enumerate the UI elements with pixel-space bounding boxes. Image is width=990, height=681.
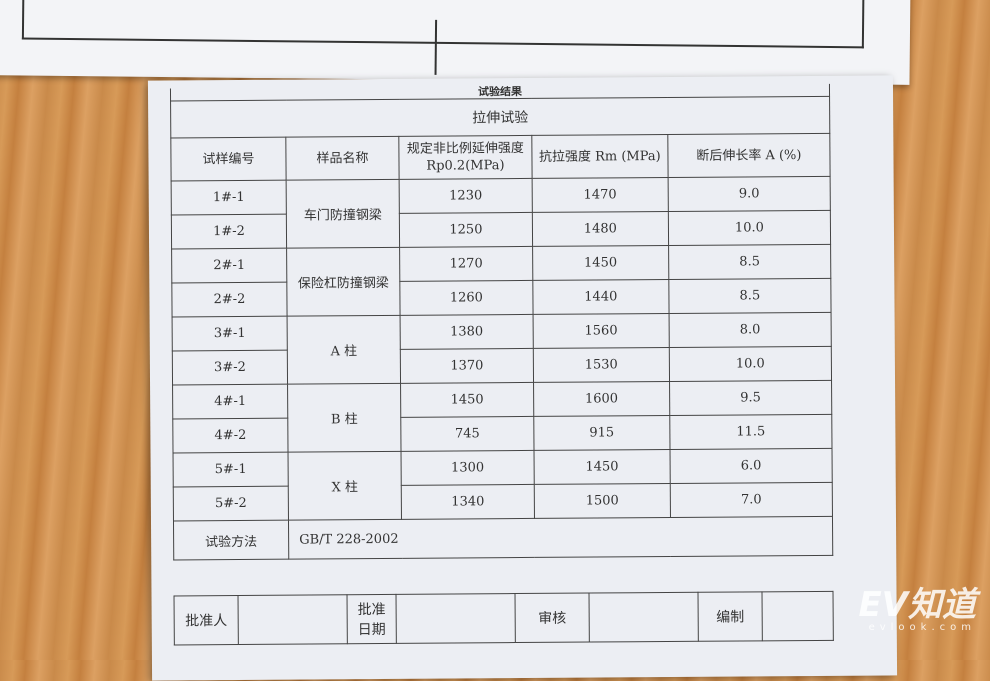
drawing-line <box>434 19 438 75</box>
table-row: 1#-2 1250 1480 10.0 <box>171 210 831 249</box>
method-label: 试验方法 <box>173 520 289 560</box>
section-title: 拉伸试验 <box>170 96 830 138</box>
tensile-strength: 1600 <box>533 381 670 417</box>
elongation: 8.5 <box>668 244 831 280</box>
approver-label: 批准人 <box>174 595 239 645</box>
drawing-frame <box>21 0 865 49</box>
approval-date-field <box>396 593 516 644</box>
table-row: 2#-1 保险杠防撞钢梁 1270 1450 8.5 <box>171 244 831 317</box>
sample-name: 保险杠防撞钢梁 <box>286 247 401 317</box>
elongation: 6.0 <box>669 448 833 484</box>
tensile-test-table: 试验结果 拉伸试验 试样编号 样品名称 规定非比例延伸强度 Rp0.2(MPa) 抗拉… <box>170 83 833 561</box>
table-row: 1#-1 车门防撞钢梁 1230 1470 9.0 <box>171 176 831 249</box>
yield-strength: 1300 <box>401 450 535 486</box>
approval-date-label: 批准日期 <box>347 594 397 644</box>
tensile-strength: 1450 <box>533 449 671 485</box>
sample-name: X 柱 <box>288 451 402 521</box>
table-row: 3#-2 1370 1530 10.0 <box>172 346 832 385</box>
column-header: 断后伸长率 A (%) <box>667 133 831 178</box>
signature-table: 批准人 批准日期 审核 编制 <box>174 591 834 646</box>
approver-field <box>238 594 348 645</box>
elongation: 7.0 <box>670 482 833 518</box>
specimen-id: 1#-2 <box>171 214 287 249</box>
tensile-strength: 1560 <box>532 313 670 349</box>
elongation: 10.0 <box>669 346 832 382</box>
tensile-strength: 1470 <box>531 177 669 213</box>
tensile-strength: 1450 <box>532 245 669 281</box>
method-value: GB/T 228-2002 <box>288 516 833 560</box>
elongation: 8.0 <box>668 312 832 348</box>
compiler-label: 编制 <box>698 591 763 642</box>
yield-strength: 1260 <box>399 280 533 316</box>
tensile-strength: 1530 <box>533 347 670 383</box>
specimen-id: 5#-2 <box>173 486 289 521</box>
elongation: 11.5 <box>669 414 832 450</box>
yield-strength: 1450 <box>400 382 534 418</box>
column-header: 规定非比例延伸强度 Rp0.2(MPa) <box>398 135 532 180</box>
sample-name: B 柱 <box>287 383 402 453</box>
sample-name: A 柱 <box>287 315 401 385</box>
elongation: 10.0 <box>668 210 831 246</box>
test-report-sheet: 试验结果 拉伸试验 试样编号 样品名称 规定非比例延伸强度 Rp0.2(MPa) 抗拉… <box>147 75 898 681</box>
sample-name: 车门防撞钢梁 <box>286 179 400 249</box>
specimen-id: 3#-1 <box>172 316 288 351</box>
table-row: 4#-1 B 柱 1450 1600 9.5 <box>172 380 832 453</box>
specimen-id: 5#-1 <box>173 452 289 487</box>
elongation: 9.0 <box>667 176 831 212</box>
tensile-strength: 1440 <box>532 279 669 315</box>
column-header: 抗拉强度 Rm (MPa) <box>531 134 668 179</box>
review-field <box>589 592 699 643</box>
table-row: 3#-1 A 柱 1380 1560 8.0 <box>172 312 832 385</box>
specimen-id: 2#-1 <box>171 248 287 283</box>
column-header: 试样编号 <box>170 137 287 181</box>
specimen-id: 4#-1 <box>172 384 288 419</box>
table-row: 5#-2 1340 1500 7.0 <box>173 482 833 521</box>
tensile-strength: 1500 <box>534 483 671 519</box>
elongation: 8.5 <box>668 278 832 314</box>
watermark-logo-text: EV知道 <box>858 585 976 625</box>
background-drawing-sheet <box>0 0 911 85</box>
compiler-field <box>761 591 834 641</box>
watermark-logo: EV知道 evlook.com <box>858 588 976 633</box>
specimen-id: 4#-2 <box>172 418 289 453</box>
yield-strength: 1230 <box>399 178 533 214</box>
table-row: 2#-2 1260 1440 8.5 <box>171 278 832 317</box>
elongation: 9.5 <box>669 380 832 416</box>
review-label: 审核 <box>515 593 590 643</box>
tensile-strength: 1480 <box>532 211 669 247</box>
tensile-strength: 915 <box>533 415 670 451</box>
yield-strength: 1270 <box>399 246 533 282</box>
specimen-id: 3#-2 <box>172 350 288 385</box>
watermark-site: evlook.com <box>868 622 976 633</box>
yield-strength: 1250 <box>399 212 533 248</box>
specimen-id: 2#-2 <box>171 282 288 317</box>
yield-strength: 1380 <box>400 314 534 350</box>
column-header: 样品名称 <box>285 136 400 181</box>
table-row: 5#-1 X 柱 1300 1450 6.0 <box>173 448 833 521</box>
specimen-id: 1#-1 <box>171 180 287 215</box>
table-row: 4#-2 745 915 11.5 <box>172 414 832 453</box>
yield-strength: 745 <box>400 416 534 452</box>
yield-strength: 1370 <box>400 348 534 384</box>
yield-strength: 1340 <box>401 484 535 520</box>
